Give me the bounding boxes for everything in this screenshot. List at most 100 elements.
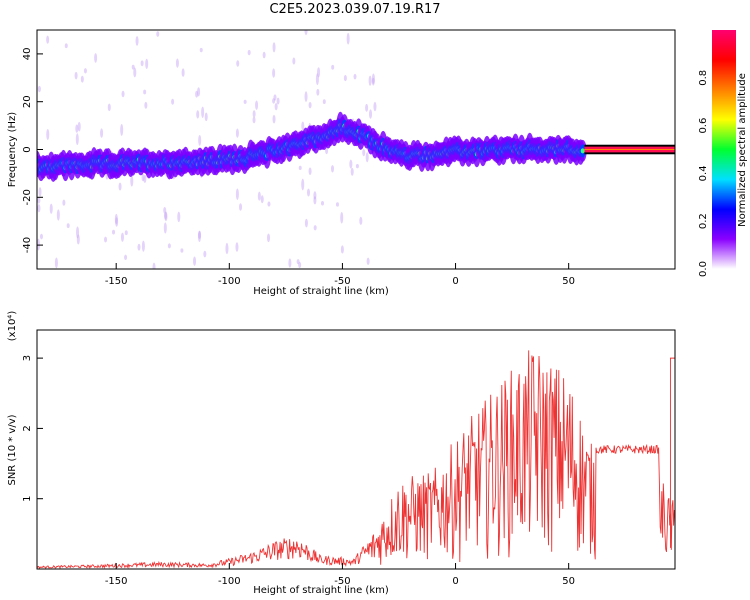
noise-blob [143, 89, 147, 95]
noise-blob [292, 57, 296, 65]
noise-blob [175, 58, 179, 68]
x-tick-label: -100 [218, 276, 241, 287]
x-tick-label: 50 [562, 576, 575, 587]
noise-blob [320, 200, 324, 206]
noise-blob [267, 233, 271, 243]
noise-blob [54, 257, 58, 269]
noise-blob [37, 85, 41, 93]
noise-blob [49, 203, 53, 214]
snr-spike [670, 357, 675, 548]
y-axis-label: Frequency (Hz) [7, 112, 18, 188]
noise-blob [301, 178, 305, 191]
noise-blob [180, 248, 184, 253]
noise-blob [239, 203, 243, 211]
noise-blob [145, 58, 149, 69]
noise-blob [298, 165, 302, 171]
noise-blob [141, 240, 145, 252]
noise-blob [225, 242, 229, 255]
noise-blob [196, 110, 200, 119]
noise-blob [163, 222, 167, 234]
noise-blob [335, 202, 339, 207]
noise-blob [118, 182, 122, 191]
noise-blob [313, 196, 317, 205]
y-tick-label: 40 [22, 48, 33, 61]
noise-blob [124, 230, 128, 236]
noise-blob [257, 191, 261, 201]
noise-blob [75, 124, 79, 133]
noise-blob [353, 73, 357, 80]
y-tick-label: -40 [22, 237, 33, 253]
noise-blob [298, 261, 302, 269]
noise-blob [288, 258, 292, 268]
noise-blob [112, 229, 116, 235]
noise-blob [301, 121, 305, 131]
noise-blob [133, 67, 137, 78]
noise-blob [163, 212, 167, 220]
noise-blob [362, 149, 366, 157]
noise-blob [144, 101, 148, 109]
noise-blob [304, 91, 308, 102]
x-tick-label: -150 [105, 576, 128, 587]
noise-blob [100, 128, 104, 138]
noise-blob [247, 49, 251, 56]
noise-blob [272, 68, 276, 78]
noise-blob [37, 204, 41, 213]
track-core [580, 148, 585, 154]
noise-blob [331, 165, 335, 173]
noise-blob [235, 188, 239, 200]
colorbar-tick-label: 0.4 [698, 165, 709, 181]
noise-blob [350, 167, 354, 176]
noise-blob [75, 133, 79, 146]
noise-blob [272, 42, 276, 53]
noise-blob [46, 35, 50, 44]
noise-blob [349, 159, 353, 169]
noise-blob [124, 254, 128, 260]
noise-blob [343, 75, 347, 82]
noise-blob [304, 218, 308, 228]
noise-blob [56, 209, 60, 221]
noise-blob [272, 114, 276, 124]
noise-blob [152, 262, 156, 269]
noise-blob [197, 87, 201, 97]
noise-blob [359, 216, 363, 225]
noise-blob [198, 230, 202, 240]
noise-blob [252, 116, 256, 124]
noise-blob [37, 238, 40, 251]
noise-blob [121, 90, 125, 98]
snr-line [37, 350, 675, 569]
noise-blob [94, 53, 98, 63]
colorbar-tick-label: 0.2 [698, 213, 709, 229]
x-tick-label: 0 [452, 276, 458, 287]
noise-blob [355, 164, 359, 169]
noise-blob [365, 103, 369, 112]
x-tick-label: -100 [218, 576, 241, 587]
y-tick-label: 2 [22, 425, 33, 431]
bottom-plot-frame [36, 329, 676, 570]
noise-blob [39, 233, 43, 240]
y-tick-label: 0 [22, 146, 33, 152]
noise-blob [77, 121, 81, 132]
noise-blob [267, 201, 271, 207]
y-tick-label: 1 [22, 496, 33, 502]
y-axis-label: SNR (10 * v/v) [7, 414, 18, 485]
noise-blob [322, 99, 326, 105]
noise-blob [306, 188, 310, 197]
noise-blob [373, 101, 377, 112]
noise-blob [199, 47, 203, 53]
noise-blob [204, 112, 208, 122]
noise-blob [62, 199, 66, 206]
heatmap-blobs [37, 30, 675, 269]
noise-blob [167, 243, 171, 249]
x-tick-label: -150 [105, 276, 128, 287]
noise-blob [252, 110, 256, 118]
colorbar-tick-label: 0.6 [698, 118, 709, 134]
noise-blob [66, 223, 70, 229]
noise-blob [137, 243, 141, 251]
noise-blob [198, 134, 202, 146]
noise-blob [368, 75, 372, 86]
noise-blob [236, 60, 240, 67]
x-tick-label: 0 [452, 576, 458, 587]
noise-blob [340, 245, 344, 254]
chart-title: C2E5.2023.039.07.19.R17 [269, 2, 441, 17]
noise-blob [235, 128, 239, 138]
